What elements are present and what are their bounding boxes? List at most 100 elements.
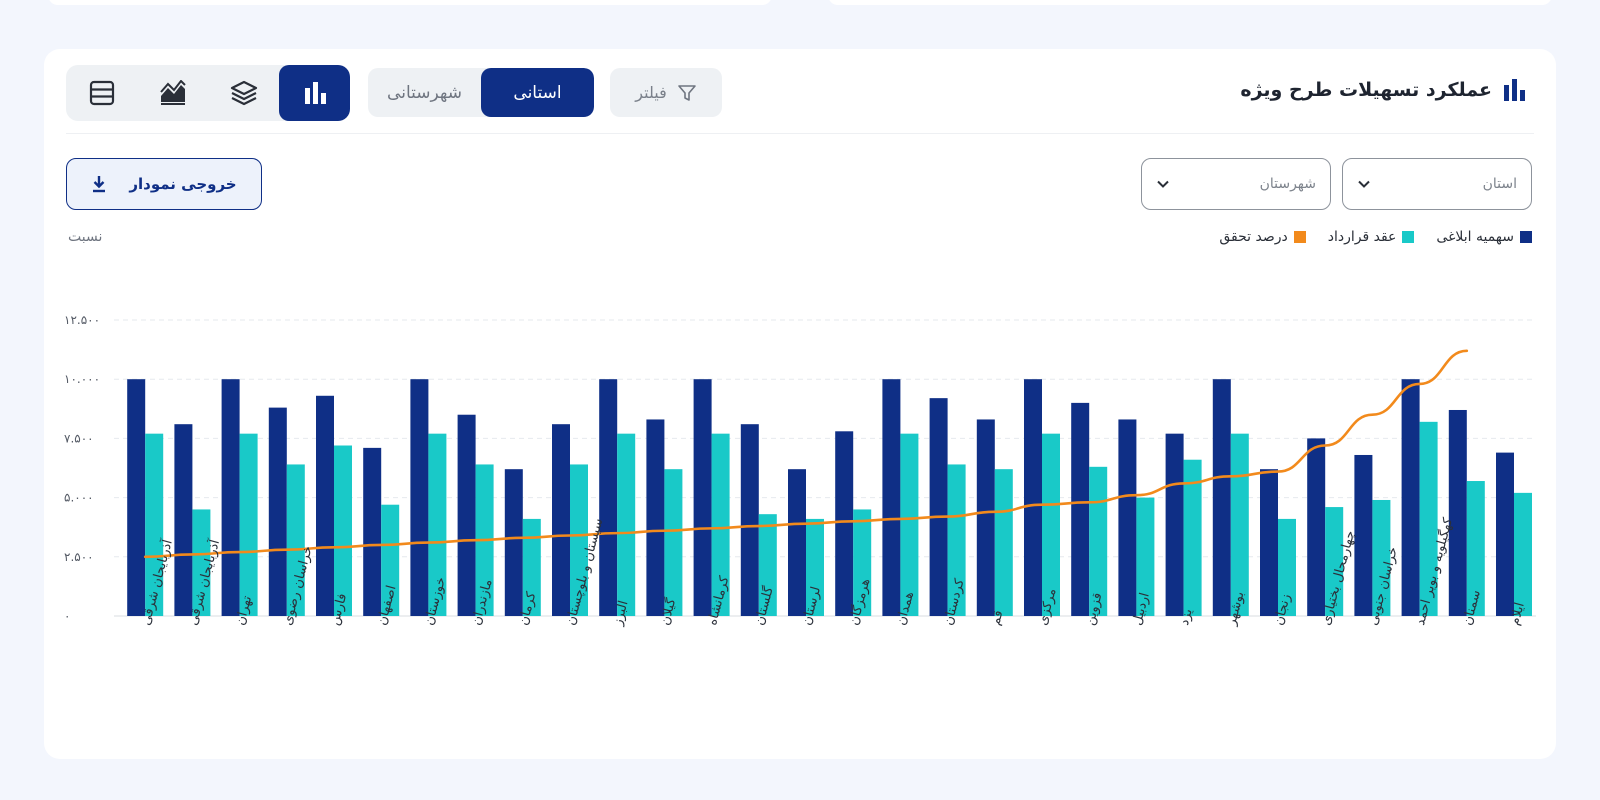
bar-contract [522, 518, 541, 616]
bar-contract [1230, 433, 1249, 616]
bar-quota [1024, 379, 1042, 616]
bar-view-button[interactable] [279, 65, 350, 121]
bar-contract [853, 509, 872, 616]
filter-icon [677, 84, 696, 101]
table-view-button[interactable] [66, 65, 137, 121]
bar-contract [145, 433, 164, 616]
filter-label: فیلتر [635, 83, 667, 102]
bar-contract [1183, 459, 1202, 616]
bar-contract [1514, 492, 1532, 616]
bar-contract [664, 469, 683, 616]
area-chart-icon [159, 80, 186, 105]
y-tick-label: ۱۰.۰۰۰ [64, 372, 100, 386]
y-tick-label: ۱۲.۵۰۰ [64, 313, 100, 327]
bar-quota [835, 431, 854, 616]
province-select[interactable]: استان [1342, 158, 1532, 210]
bar-quota [1260, 469, 1278, 616]
x-tick-label: یزد [1177, 607, 1196, 627]
bar-chart-icon [1504, 79, 1525, 101]
area-view-button[interactable] [137, 65, 208, 121]
top-card-right [828, 0, 1552, 5]
chart-legend: سهمیه ابلاغی عقد قرارداد درصد تحقق [1219, 229, 1532, 245]
table-icon [89, 80, 114, 106]
bar-contract [1278, 518, 1296, 616]
bar-quota [1401, 379, 1420, 616]
bar-quota [457, 414, 476, 616]
bar-quota [504, 469, 523, 616]
x-tick-label: البرز [610, 599, 631, 628]
bar-contract [1042, 433, 1060, 616]
download-icon [93, 176, 106, 193]
chevron-down-icon [1157, 180, 1169, 188]
bar-contract [192, 509, 211, 616]
bar-contract [239, 433, 258, 616]
legend-label: عقد قرارداد [1327, 229, 1397, 245]
bar-contract [1372, 499, 1391, 616]
tab-city[interactable]: شهرستانی [387, 82, 462, 103]
y-axis-ticks: ۰ ۲.۵۰۰ ۵.۰۰۰ ۷.۵۰۰ ۱۰.۰۰۰ ۱۲.۵۰۰ [64, 313, 100, 623]
bar-quota [1448, 409, 1467, 616]
region-tabs: استانی شهرستانی [368, 68, 594, 117]
bar-quota [693, 379, 712, 616]
legend-item-contract[interactable]: عقد قرارداد [1328, 229, 1415, 245]
bar-quota [1118, 419, 1137, 616]
bar-quota [1307, 438, 1326, 616]
bar-contract [1466, 481, 1485, 616]
bar-contract [334, 445, 352, 616]
bar-contract [286, 464, 305, 616]
bar-contract [758, 514, 777, 616]
bar-quota [646, 419, 665, 616]
bar-quota [599, 379, 618, 616]
y-tick-label: ۲.۵۰۰ [64, 550, 94, 564]
bar-contract [1136, 497, 1155, 616]
bar-contract [570, 464, 588, 616]
view-switcher [66, 65, 350, 121]
layers-icon [230, 80, 257, 106]
bar-quota [740, 424, 759, 616]
bar-contract [381, 504, 400, 616]
bar-quota [882, 379, 901, 616]
bar-quota [1496, 452, 1514, 616]
x-tick-label: ایلام [1507, 601, 1527, 627]
y-tick-label: ۵.۰۰۰ [64, 491, 94, 505]
filter-button[interactable]: فیلتر [610, 68, 722, 117]
bar-contract [947, 464, 966, 616]
bar-quota [268, 407, 287, 616]
bar-contract [1325, 507, 1344, 616]
legend-item-quota[interactable]: سهمیه ابلاغی [1436, 229, 1532, 245]
bar-contract [900, 433, 919, 616]
bar-quota [174, 424, 193, 616]
bar-chart-icon [304, 82, 326, 104]
header-divider [66, 133, 1534, 134]
bar-contract [1419, 421, 1438, 616]
legend-item-realization[interactable]: درصد تحقق [1219, 229, 1306, 245]
bar-contract [711, 433, 730, 616]
legend-swatch [1520, 231, 1532, 243]
layers-view-button[interactable] [208, 65, 279, 121]
province-placeholder: استان [1482, 176, 1517, 192]
bar-contract [428, 433, 447, 616]
bar-quota [410, 379, 429, 616]
legend-swatch [1402, 231, 1415, 243]
bar-quota [976, 419, 995, 616]
bar-quota [1212, 379, 1231, 616]
bar-quota [1354, 454, 1373, 616]
bar-quota [552, 424, 570, 616]
tab-province[interactable]: استانی [481, 68, 594, 117]
bar-quota [316, 395, 334, 616]
bar-quota [363, 447, 382, 616]
city-select[interactable]: شهرستان [1141, 158, 1331, 210]
realization-line [143, 349, 1469, 559]
legend-swatch [1293, 231, 1306, 243]
bar-quota [127, 379, 146, 616]
top-card-left [48, 0, 772, 5]
bar-contract [806, 518, 824, 616]
y-tick-label: ۰ [64, 609, 70, 623]
city-placeholder: شهرستان [1259, 176, 1316, 192]
export-chart-button[interactable]: خروجی نمودار [66, 158, 262, 210]
bar-quota [1071, 402, 1090, 616]
x-tick-label: قم [988, 609, 1006, 627]
bar-quota [929, 398, 948, 616]
bar-quota [788, 469, 806, 616]
